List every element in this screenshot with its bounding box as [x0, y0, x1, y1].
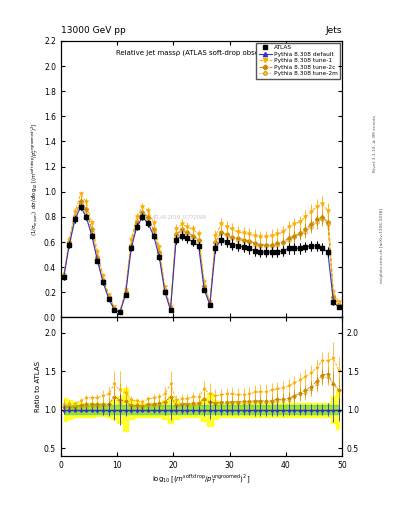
Text: ATLAS 2019_I1772099: ATLAS 2019_I1772099 — [151, 214, 206, 220]
Text: mcplots.cern.ch [arXiv:1306.3438]: mcplots.cern.ch [arXiv:1306.3438] — [380, 208, 384, 283]
Text: Jets: Jets — [325, 26, 342, 35]
Legend: ATLAS, Pythia 8.308 default, Pythia 8.308 tune-1, Pythia 8.308 tune-2c, Pythia 8: ATLAS, Pythia 8.308 default, Pythia 8.30… — [257, 42, 340, 79]
Text: Relative jet massρ (ATLAS soft-drop observables): Relative jet massρ (ATLAS soft-drop obse… — [116, 49, 287, 56]
Y-axis label: Ratio to ATLAS: Ratio to ATLAS — [35, 361, 41, 412]
Text: Rivet 3.1.10, ≥ 3M events: Rivet 3.1.10, ≥ 3M events — [373, 115, 377, 172]
X-axis label: $\log_{10}[(m^{\rm soft\,drop}/p_T^{\rm ungroomed})^2]$: $\log_{10}[(m^{\rm soft\,drop}/p_T^{\rm … — [152, 472, 250, 486]
Text: 13000 GeV pp: 13000 GeV pp — [61, 26, 126, 35]
Y-axis label: $(1/\sigma_{resum})$  $d\sigma/d\log_{10}[(m^{\rm soft\,drop}/p_T^{\rm ungroomed: $(1/\sigma_{resum})$ $d\sigma/d\log_{10}… — [30, 122, 41, 236]
